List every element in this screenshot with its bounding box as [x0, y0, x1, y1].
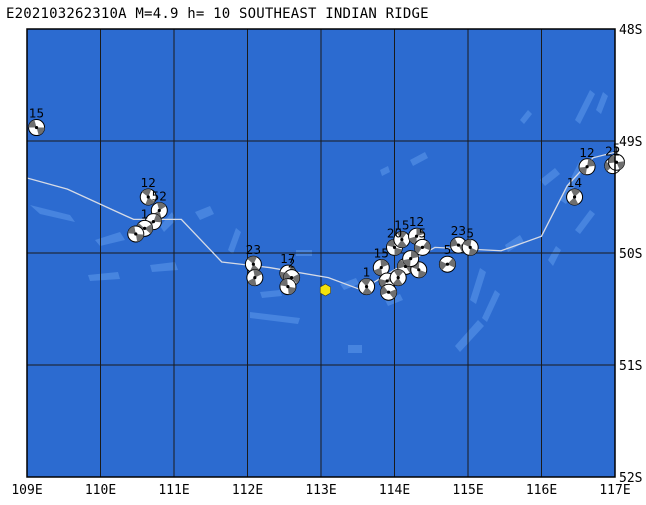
event-label: 14	[567, 176, 582, 190]
focal-mechanism	[413, 238, 431, 256]
event-label: 1	[141, 207, 149, 221]
focal-mechanism	[279, 278, 297, 296]
event-label: 12	[409, 215, 424, 229]
focal-mechanism	[246, 269, 264, 287]
event-label: 5	[444, 243, 452, 257]
event-label: 21	[605, 145, 620, 159]
event-label: 12	[579, 146, 594, 160]
event-label: 1	[363, 266, 371, 280]
focal-mechanism	[461, 238, 479, 256]
focal-mechanism	[393, 231, 411, 249]
event-label: 2	[288, 257, 296, 271]
longitude-labels: 109E 110E 111E 112E 113E 114E 115E 116E 117E	[11, 483, 630, 498]
latitude-labels: 48S 49S 50S 51S 52S	[619, 23, 642, 486]
latitude-label: 51S	[619, 359, 642, 374]
longitude-label: 112E	[232, 483, 263, 498]
lat-lon-grid	[27, 29, 615, 477]
bathymetry-features	[30, 90, 608, 353]
event-label: 5	[466, 226, 474, 240]
longitude-label: 114E	[379, 483, 410, 498]
map-title: E202103262310A M=4.9 h= 10 SOUTHEAST IND…	[6, 6, 429, 22]
focal-mechanism	[578, 158, 596, 176]
focal-mechanism	[358, 278, 376, 296]
focal-mechanism	[139, 188, 157, 206]
event-label: 23	[246, 243, 261, 257]
focal-mechanism	[28, 119, 46, 137]
event-label: 12	[141, 176, 156, 190]
event-label: 15	[29, 107, 44, 121]
focal-mechanism	[127, 225, 145, 243]
focal-mechanism	[402, 250, 420, 268]
longitude-label: 115E	[452, 483, 483, 498]
latitude-label: 48S	[619, 23, 642, 38]
longitude-label: 110E	[85, 483, 116, 498]
event-label: 5	[613, 141, 621, 155]
event-label: 15	[374, 247, 389, 261]
focal-mechanism	[607, 153, 625, 171]
longitude-label: 113E	[305, 483, 336, 498]
event-label: 5	[419, 226, 427, 240]
focal-mechanisms	[28, 119, 625, 301]
latitude-label: 52S	[619, 471, 642, 486]
focal-mechanism	[389, 269, 407, 287]
focal-mechanism	[438, 255, 456, 273]
event-label: 20	[387, 226, 402, 240]
map-frame	[26, 28, 616, 478]
latitude-label: 49S	[619, 135, 642, 150]
epicenter-hexagon	[319, 283, 331, 297]
event-label: 17	[280, 252, 295, 266]
longitude-label: 111E	[158, 483, 189, 498]
focal-mechanism	[380, 283, 398, 301]
latitude-label: 50S	[619, 247, 642, 262]
event-label: 23	[451, 224, 466, 238]
focal-mechanism	[566, 188, 584, 206]
longitude-label: 117E	[599, 483, 630, 498]
longitude-label: 116E	[526, 483, 557, 498]
event-label: 15	[394, 219, 409, 233]
event-label: 52	[152, 189, 167, 203]
longitude-label: 109E	[11, 483, 42, 498]
